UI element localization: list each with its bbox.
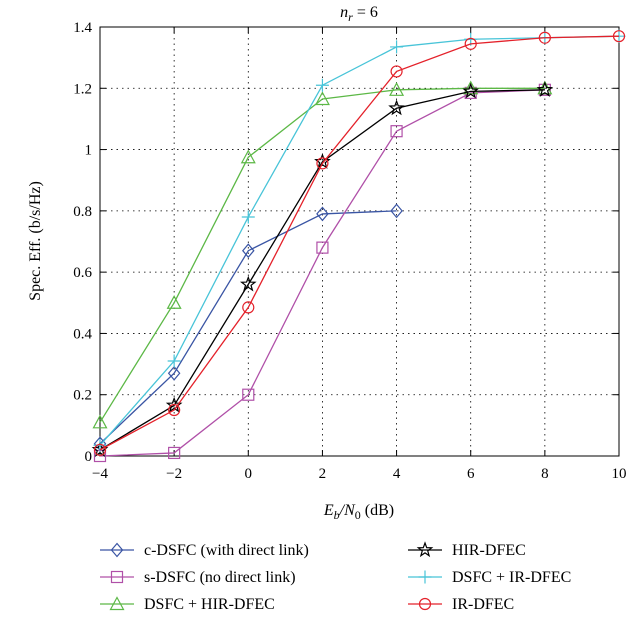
- legend-label: c-DSFC (with direct link): [144, 542, 309, 559]
- legend-marker: [418, 570, 432, 584]
- series-line: [99, 35, 620, 446]
- data-point: [314, 91, 330, 106]
- data-point: [316, 241, 329, 254]
- data-point: [389, 82, 405, 96]
- y-tick-label: 0.8: [73, 204, 92, 220]
- series-line: [99, 210, 397, 445]
- series-2: [93, 83, 551, 463]
- series-6: [93, 30, 626, 456]
- grid-lines: [100, 27, 619, 456]
- chart-title: nr = 6: [340, 4, 378, 24]
- series-line: [99, 89, 545, 451]
- data-point: [167, 365, 181, 381]
- data-point: [241, 243, 255, 259]
- y-tick-label: 1: [85, 143, 93, 159]
- x-tick-label: 4: [393, 466, 401, 482]
- axis-ticks: −4 −2 0 2 4 6 8 10 0 0.2 0.4 0.6 0.8 1 1.2 1.4: [73, 20, 626, 482]
- legend-entry: c-DSFC (with direct link): [100, 542, 309, 559]
- legend-entry: IR-DFEC: [408, 596, 514, 613]
- series-line: [99, 35, 620, 451]
- data-point: [538, 31, 551, 44]
- x-tick-label: 6: [467, 466, 475, 482]
- data-point: [390, 65, 403, 78]
- legend-entry: s-DSFC (no direct link): [100, 569, 296, 586]
- data-point: [390, 125, 403, 138]
- legend-marker: [109, 596, 125, 611]
- data-point: [242, 301, 255, 314]
- legend-label: DSFC + HIR-DFEC: [144, 596, 275, 613]
- data-point: [612, 30, 626, 43]
- x-tick-label: −4: [92, 466, 108, 482]
- y-tick-label: 0.6: [73, 265, 92, 281]
- legend-entry: DSFC + HIR-DFEC: [100, 596, 275, 613]
- series-group: [91, 29, 626, 463]
- data-point: [462, 82, 480, 99]
- data-point: [93, 443, 107, 456]
- x-tick-label: 0: [245, 466, 253, 482]
- x-tick-label: 10: [612, 466, 627, 482]
- data-point: [166, 295, 182, 309]
- data-point: [167, 354, 181, 368]
- data-point: [239, 275, 257, 292]
- data-point: [168, 446, 181, 460]
- legend-marker: [110, 570, 124, 584]
- y-axis-label: Spec. Eff. (b/s/Hz): [27, 181, 44, 301]
- data-point: [241, 210, 255, 224]
- legend-entry: DSFC + IR-DFEC: [408, 569, 571, 586]
- data-point: [92, 414, 108, 429]
- legend-marker: [416, 541, 434, 558]
- data-point: [168, 403, 181, 417]
- data-point: [242, 388, 255, 401]
- data-point: [390, 203, 403, 219]
- data-point: [390, 40, 404, 54]
- y-tick-label: 1.4: [73, 20, 92, 36]
- x-tick-label: −2: [166, 466, 182, 482]
- legend-entry: HIR-DFEC: [408, 541, 526, 559]
- y-tick-label: 0.2: [73, 388, 92, 404]
- x-axis-label: Eb/N0 (dB): [323, 502, 394, 522]
- y-tick-label: 1.2: [73, 81, 92, 97]
- legend-marker: [110, 542, 124, 558]
- y-tick-label: 0.4: [73, 326, 92, 342]
- plot-area: [99, 26, 620, 457]
- series-line: [99, 87, 545, 423]
- legend-marker: [418, 597, 432, 611]
- legend-label: IR-DFEC: [452, 596, 514, 613]
- series-3: [92, 80, 553, 429]
- series-1: [93, 203, 403, 452]
- y-tick-label: 0: [85, 449, 93, 465]
- data-point: [316, 206, 329, 222]
- legend-label: HIR-DFEC: [452, 542, 526, 559]
- legend-label: s-DSFC (no direct link): [144, 569, 296, 586]
- x-tick-label: 8: [541, 466, 549, 482]
- series-line: [99, 89, 545, 457]
- data-point: [316, 157, 329, 170]
- data-point: [315, 78, 329, 92]
- legend: c-DSFC (with direct link) s-DSFC (no dire…: [100, 541, 571, 613]
- data-point: [536, 81, 554, 97]
- legend-label: DSFC + IR-DFEC: [452, 569, 571, 586]
- data-point: [464, 37, 477, 50]
- x-tick-label: 2: [319, 466, 327, 482]
- data-point: [240, 149, 256, 164]
- data-point: [388, 99, 405, 116]
